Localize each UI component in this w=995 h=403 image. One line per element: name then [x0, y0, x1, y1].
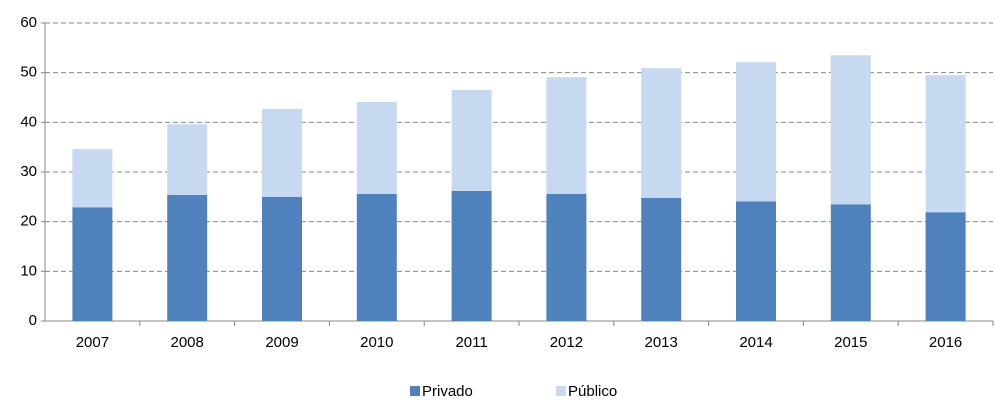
x-tick-label: 2011	[455, 334, 487, 351]
bar-segment	[262, 196, 302, 321]
bar-segment	[167, 194, 208, 321]
bar-segment	[830, 204, 871, 321]
y-tick-label: 0	[29, 312, 37, 329]
bar-segment	[72, 207, 113, 321]
bar-segment	[356, 101, 397, 194]
y-tick-label: 10	[20, 262, 37, 279]
x-tick-label: 2015	[834, 334, 867, 351]
x-tick-label: 2016	[929, 334, 962, 351]
bar-segment	[925, 75, 966, 213]
legend-label: Privado	[422, 383, 473, 400]
bar-segment	[546, 193, 587, 321]
bar-segment	[262, 108, 302, 197]
legend-label: Público	[568, 383, 617, 400]
y-tick-label: 30	[20, 163, 37, 180]
bar-segment	[451, 190, 492, 321]
bar-segment	[72, 149, 113, 208]
x-tick-label: 2010	[360, 334, 393, 351]
bar-segment	[736, 62, 776, 202]
bar-segment	[546, 77, 587, 194]
x-tick-label: 2013	[645, 334, 678, 351]
y-tick-label: 40	[20, 113, 37, 130]
bar-segment	[167, 124, 208, 195]
bar-segment	[641, 197, 682, 321]
bar-segment	[641, 68, 682, 198]
bar-segment	[356, 193, 397, 321]
legend-swatch	[410, 386, 420, 396]
x-tick-label: 2009	[265, 334, 298, 351]
x-tick-label: 2012	[550, 334, 583, 351]
y-tick-label: 20	[20, 213, 37, 230]
x-tick-label: 2007	[76, 334, 109, 351]
bar-segment	[830, 55, 871, 205]
x-tick-label: 2014	[739, 334, 772, 351]
y-tick-label: 50	[20, 64, 37, 81]
bar-segment	[736, 201, 776, 321]
bar-segment	[925, 212, 966, 321]
x-tick-label: 2008	[171, 334, 204, 351]
bar-segment	[451, 90, 492, 191]
legend-swatch	[556, 386, 566, 396]
y-tick-label: 60	[20, 14, 37, 31]
